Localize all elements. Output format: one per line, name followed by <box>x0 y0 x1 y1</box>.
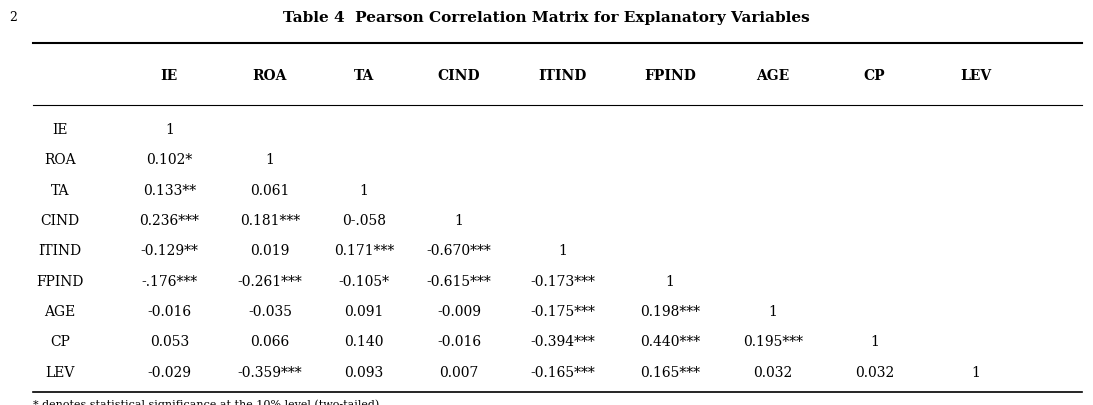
Text: 0.181***: 0.181*** <box>239 214 301 228</box>
Text: LEV: LEV <box>46 366 74 380</box>
Text: 1: 1 <box>972 366 980 380</box>
Text: TA: TA <box>51 184 69 198</box>
Text: Table 4  Pearson Correlation Matrix for Explanatory Variables: Table 4 Pearson Correlation Matrix for E… <box>283 11 810 25</box>
Text: 1: 1 <box>870 335 879 350</box>
Text: IE: IE <box>52 123 68 137</box>
Text: -0.175***: -0.175*** <box>530 305 596 319</box>
Text: -0.359***: -0.359*** <box>237 366 303 380</box>
Text: 2: 2 <box>9 11 16 24</box>
Text: 1: 1 <box>165 123 174 137</box>
Text: 0.236***: 0.236*** <box>140 214 199 228</box>
Text: 0.032: 0.032 <box>855 366 894 380</box>
Text: * denotes statistical significance at the 10% level (two-tailed): * denotes statistical significance at th… <box>33 399 379 405</box>
Text: -0.165***: -0.165*** <box>530 366 596 380</box>
Text: 1: 1 <box>768 305 777 319</box>
Text: ITIND: ITIND <box>38 245 82 258</box>
Text: CIND: CIND <box>40 214 80 228</box>
Text: -0.394***: -0.394*** <box>530 335 596 350</box>
Text: -0.173***: -0.173*** <box>530 275 596 289</box>
Text: 0.093: 0.093 <box>344 366 384 380</box>
Text: -0.029: -0.029 <box>148 366 191 380</box>
Text: -0.105*: -0.105* <box>339 275 389 289</box>
Text: ROA: ROA <box>45 153 75 168</box>
Text: 0.102*: 0.102* <box>146 153 192 168</box>
Text: -0.016: -0.016 <box>437 335 481 350</box>
Text: -0.615***: -0.615*** <box>426 275 492 289</box>
Text: FPIND: FPIND <box>644 69 696 83</box>
Text: LEV: LEV <box>961 69 991 83</box>
Text: CP: CP <box>863 69 885 83</box>
Text: -0.261***: -0.261*** <box>237 275 303 289</box>
Text: 0.440***: 0.440*** <box>639 335 701 350</box>
Text: 1: 1 <box>666 275 674 289</box>
Text: FPIND: FPIND <box>36 275 84 289</box>
Text: 0.195***: 0.195*** <box>743 335 802 350</box>
Text: 0.165***: 0.165*** <box>640 366 700 380</box>
Text: CP: CP <box>50 335 70 350</box>
Text: 0.140: 0.140 <box>344 335 384 350</box>
Text: IE: IE <box>161 69 178 83</box>
Text: 0-.058: 0-.058 <box>342 214 386 228</box>
Text: 1: 1 <box>455 214 463 228</box>
Text: AGE: AGE <box>756 69 789 83</box>
Text: -0.129**: -0.129** <box>141 245 198 258</box>
Text: 1: 1 <box>266 153 274 168</box>
Text: 0.053: 0.053 <box>150 335 189 350</box>
Text: 1: 1 <box>559 245 567 258</box>
Text: 0.198***: 0.198*** <box>640 305 700 319</box>
Text: -0.670***: -0.670*** <box>426 245 492 258</box>
Text: ROA: ROA <box>252 69 287 83</box>
Text: 0.061: 0.061 <box>250 184 290 198</box>
Text: -0.035: -0.035 <box>248 305 292 319</box>
Text: 1: 1 <box>360 184 368 198</box>
Text: ITIND: ITIND <box>539 69 587 83</box>
Text: TA: TA <box>354 69 374 83</box>
Text: 0.019: 0.019 <box>250 245 290 258</box>
Text: 0.171***: 0.171*** <box>333 245 395 258</box>
Text: CIND: CIND <box>438 69 480 83</box>
Text: -0.016: -0.016 <box>148 305 191 319</box>
Text: 0.091: 0.091 <box>344 305 384 319</box>
Text: -0.009: -0.009 <box>437 305 481 319</box>
Text: 0.066: 0.066 <box>250 335 290 350</box>
Text: 0.032: 0.032 <box>753 366 792 380</box>
Text: 0.007: 0.007 <box>439 366 479 380</box>
Text: AGE: AGE <box>45 305 75 319</box>
Text: 0.133**: 0.133** <box>143 184 196 198</box>
Text: -.176***: -.176*** <box>141 275 198 289</box>
